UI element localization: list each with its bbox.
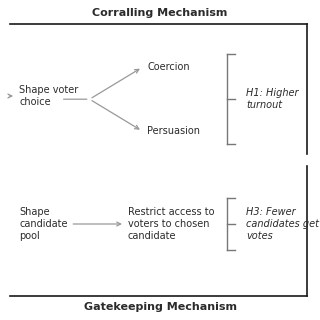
Text: Shape voter
choice: Shape voter choice (19, 85, 78, 107)
Text: H3: Fewer
candidates get
votes: H3: Fewer candidates get votes (246, 207, 319, 241)
Text: H1: Higher
turnout: H1: Higher turnout (246, 88, 299, 110)
Text: Gatekeeping Mechanism: Gatekeeping Mechanism (84, 302, 236, 312)
Text: Persuasion: Persuasion (147, 126, 200, 136)
Text: Coercion: Coercion (147, 62, 190, 72)
Text: Restrict access to
voters to chosen
candidate: Restrict access to voters to chosen cand… (128, 207, 214, 241)
Text: Shape
candidate
pool: Shape candidate pool (19, 207, 68, 241)
Text: Corralling Mechanism: Corralling Mechanism (92, 8, 228, 18)
